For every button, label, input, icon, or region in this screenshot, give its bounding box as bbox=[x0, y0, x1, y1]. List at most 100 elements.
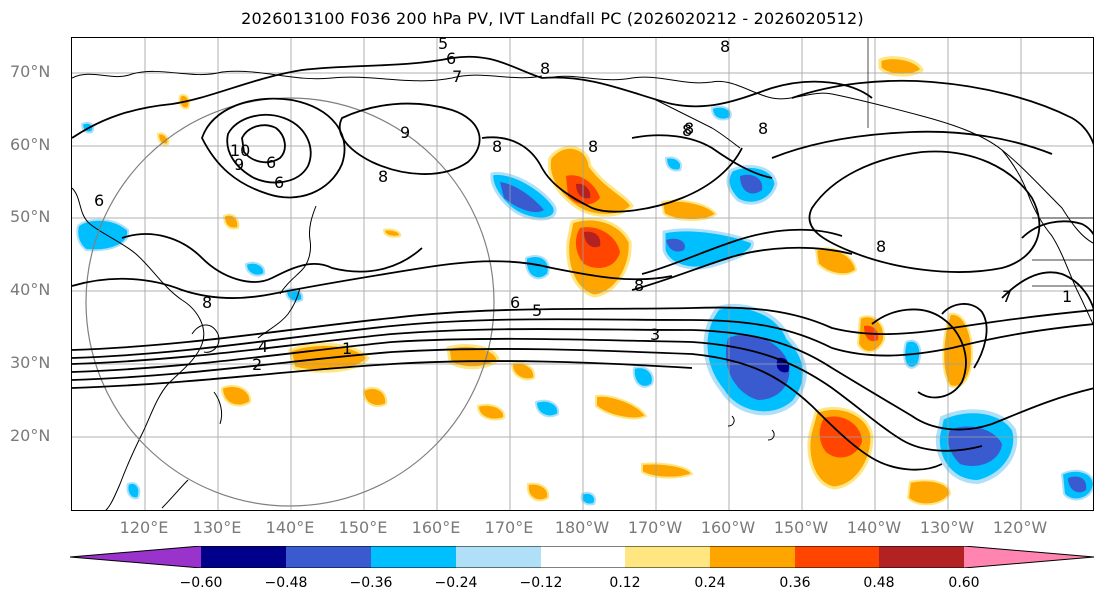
contour-label: 7 bbox=[1002, 287, 1012, 306]
contour-label: 8 bbox=[684, 119, 694, 138]
lat-label-30n: 30°N bbox=[10, 353, 51, 372]
colorbar-extend-high bbox=[964, 546, 1094, 568]
negative-anomaly-area bbox=[126, 482, 141, 500]
colorbar-outline bbox=[70, 546, 1095, 568]
pv-contour-line bbox=[631, 246, 853, 291]
negative-anomaly-area bbox=[580, 491, 596, 506]
positive-anomaly-area bbox=[362, 386, 388, 408]
pv-contour-line bbox=[72, 337, 983, 452]
contour-label: 6 bbox=[446, 49, 456, 68]
region-circle bbox=[85, 97, 495, 507]
plot-title: 2026013100 F036 200 hPa PV, IVT Landfall… bbox=[241, 9, 864, 28]
contour-label: 6 bbox=[274, 173, 284, 192]
contour-label: 1 bbox=[342, 339, 352, 358]
lon-label-120e: 120°E bbox=[119, 518, 169, 537]
colorbar-tick: 0.12 bbox=[609, 575, 641, 591]
pv-contour-line bbox=[72, 318, 1093, 359]
positive-anomaly-area bbox=[526, 482, 550, 502]
contour-label: 4 bbox=[258, 337, 268, 356]
pv-contour-line bbox=[72, 360, 693, 389]
colorbar-extend-low bbox=[70, 546, 201, 568]
pv-contour-line bbox=[201, 97, 346, 199]
shaded-anomaly-layer bbox=[76, 56, 1093, 506]
pv-contour-line bbox=[941, 303, 988, 369]
negative-anomaly-area bbox=[725, 334, 790, 400]
positive-anomaly-area bbox=[584, 231, 601, 248]
contour-label: 8 bbox=[876, 237, 886, 256]
contour-label: 3 bbox=[650, 325, 660, 344]
contour-label: 2 bbox=[252, 355, 262, 374]
positive-anomaly-area bbox=[660, 199, 718, 221]
lon-label-160w: 160°W bbox=[700, 518, 756, 537]
graticule bbox=[72, 38, 1093, 510]
contour-label: 5 bbox=[532, 301, 542, 320]
contour-label: 8 bbox=[202, 293, 212, 312]
negative-anomaly-area bbox=[500, 182, 544, 213]
colorbar-segment bbox=[541, 546, 625, 568]
pv-contour-line bbox=[72, 260, 673, 299]
colorbar-segment bbox=[879, 546, 964, 568]
colorbar-tick: 0.24 bbox=[694, 575, 726, 591]
positive-anomaly-area bbox=[547, 145, 634, 217]
contour-label: 8 bbox=[540, 59, 550, 78]
pv-contour-line bbox=[541, 76, 873, 108]
pv-contour-line bbox=[771, 130, 1053, 159]
positive-anomaly-area bbox=[220, 384, 252, 407]
colorbar-tick: −0.60 bbox=[179, 575, 223, 591]
lat-label-20n: 20°N bbox=[10, 426, 51, 445]
contour-label: 8 bbox=[682, 121, 692, 140]
lat-label-50n: 50°N bbox=[10, 207, 51, 226]
pv-contour-line bbox=[631, 134, 773, 179]
colorbar-tick: 0.60 bbox=[948, 575, 980, 591]
pv-contour-line bbox=[808, 150, 1041, 273]
pv-contour-line bbox=[1021, 220, 1093, 239]
colorbar-segment bbox=[625, 546, 710, 568]
contour-label: 10 bbox=[230, 141, 250, 160]
colorbar bbox=[70, 546, 1095, 568]
positive-anomaly-area bbox=[814, 247, 858, 276]
negative-anomaly-area bbox=[666, 238, 685, 252]
contour-label: 5 bbox=[438, 38, 448, 53]
pv-contour-line bbox=[72, 55, 543, 139]
contour-label: 6 bbox=[266, 153, 276, 172]
colorbar-tick: 0.48 bbox=[863, 575, 895, 591]
lon-label-140w: 140°W bbox=[846, 518, 902, 537]
negative-anomaly-area bbox=[632, 366, 654, 388]
positive-anomaly-area bbox=[222, 213, 240, 230]
colorbar-segment bbox=[371, 546, 456, 568]
lat-label-70n: 70°N bbox=[10, 62, 51, 81]
pv-contour-line bbox=[481, 136, 743, 213]
positive-anomaly-area bbox=[382, 228, 402, 238]
pv-contour-line bbox=[338, 102, 481, 175]
positive-anomaly-area bbox=[641, 462, 694, 479]
positive-anomaly-area bbox=[510, 362, 536, 381]
colorbar-segment bbox=[710, 546, 795, 568]
map-panel: 5 6 7 8 8 9 10 6 9 8 6 8 8 8 8 6 5 3 1 2… bbox=[71, 37, 1094, 511]
pv-contour-line bbox=[241, 124, 286, 164]
pv-contour-line bbox=[72, 348, 943, 471]
contour-label: 9 bbox=[400, 123, 410, 142]
negative-anomaly-area bbox=[76, 218, 130, 252]
contour-label: 8 bbox=[634, 276, 644, 295]
negative-anomaly-area bbox=[1068, 476, 1087, 493]
contour-label: 8 bbox=[378, 167, 388, 186]
negative-anomaly-area bbox=[740, 174, 763, 194]
colorbar-tick: −0.24 bbox=[434, 575, 478, 591]
lon-label-170w: 170°W bbox=[627, 518, 683, 537]
colorbar-tick: 0.36 bbox=[779, 575, 811, 591]
contour-label-layer: 5 6 7 8 8 9 10 6 9 8 6 8 8 8 8 6 5 3 1 2… bbox=[94, 38, 1072, 374]
colorbar-tick: −0.12 bbox=[519, 575, 563, 591]
colorbar-segment bbox=[795, 546, 879, 568]
pv-contour-line bbox=[791, 79, 1093, 145]
negative-anomaly-area bbox=[664, 156, 682, 172]
positive-anomaly-area bbox=[878, 56, 924, 77]
lon-label-150e: 150°E bbox=[338, 518, 388, 537]
map-canvas: 5 6 7 8 8 9 10 6 9 8 6 8 8 8 8 6 5 3 1 2… bbox=[72, 38, 1093, 510]
contour-label: 8 bbox=[758, 119, 768, 138]
pv-contours bbox=[72, 55, 1093, 471]
positive-anomaly-area bbox=[906, 479, 952, 506]
colorbar-segment bbox=[286, 546, 371, 568]
pv-contour-line bbox=[72, 328, 1093, 431]
lat-label-60n: 60°N bbox=[10, 135, 51, 154]
positive-anomaly-area bbox=[595, 394, 648, 420]
